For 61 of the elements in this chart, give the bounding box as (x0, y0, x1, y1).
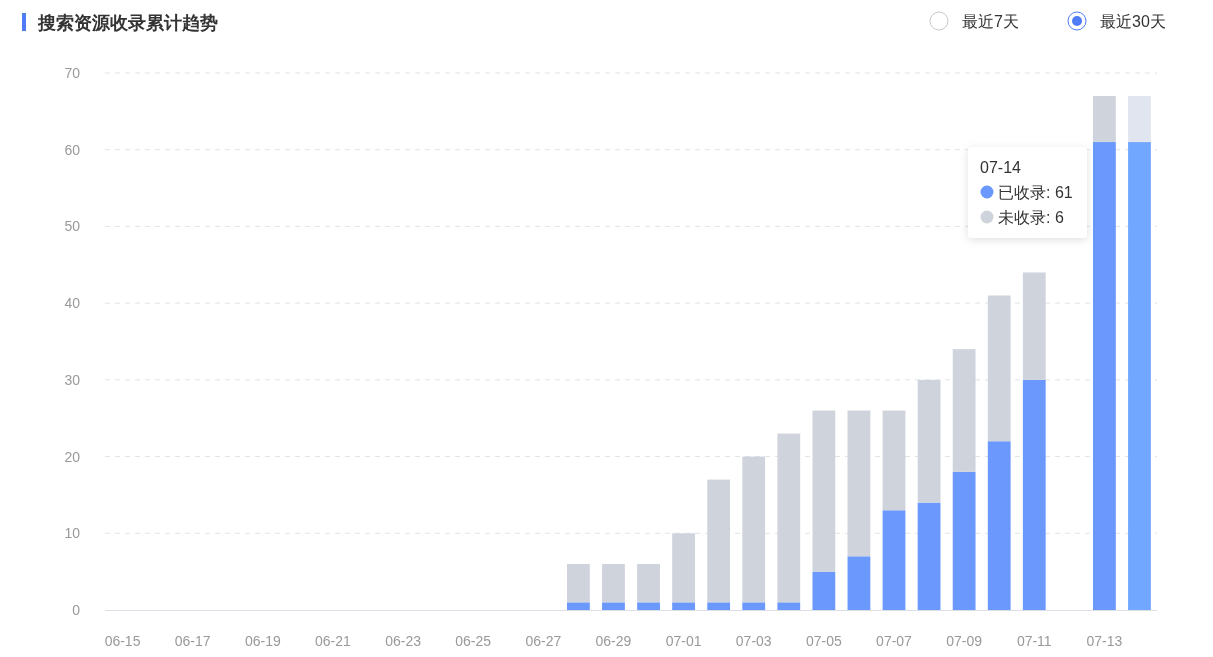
bar (1022, 379, 1046, 610)
bar (952, 471, 976, 610)
bar (567, 563, 590, 603)
x-tick-label: 07-03 (735, 633, 772, 649)
bar (672, 533, 695, 603)
x-tick-label: 06-19 (244, 633, 281, 649)
x-tick-label: 07-05 (805, 633, 842, 649)
bar (602, 602, 625, 610)
bar (742, 602, 766, 610)
annotation: 07-14 (980, 159, 1022, 176)
y-tick-label: 40 (64, 295, 81, 312)
bar (637, 563, 660, 603)
x-tick-label: 06-15 (104, 633, 141, 649)
bar (742, 456, 766, 603)
x-tick-label: 07-01 (665, 633, 702, 649)
bar (812, 571, 836, 610)
bar (917, 502, 941, 610)
annotation: 未收录: 6 (998, 209, 1064, 226)
x-tick-label: 06-23 (385, 633, 422, 649)
bar (882, 410, 906, 511)
bar (707, 479, 731, 603)
x-tick-label: 06-21 (315, 633, 352, 649)
bar (847, 556, 871, 610)
bar (952, 349, 976, 472)
bar (1093, 96, 1116, 143)
bar (1093, 142, 1116, 610)
x-tick-label: 07-13 (1086, 633, 1123, 649)
x-tick-label: 06-29 (595, 633, 632, 649)
bar (1128, 142, 1151, 610)
bar (637, 602, 660, 610)
radio-option: 最近30天 (1067, 11, 1166, 31)
y-tick-label: 0 (72, 602, 81, 618)
bar (777, 602, 801, 610)
bar (917, 379, 941, 503)
bar (987, 441, 1011, 610)
y-tick-label: 10 (64, 525, 81, 542)
y-tick-label: 70 (64, 65, 81, 81)
x-tick-label: 06-17 (174, 633, 211, 649)
bar (707, 602, 731, 610)
annotation: 已收录: 61 (998, 184, 1073, 201)
x-tick-label: 07-09 (946, 633, 983, 649)
bar (567, 602, 590, 610)
y-tick-label: 20 (64, 448, 81, 465)
x-tick-label: 07-07 (876, 633, 913, 649)
y-tick-label: 30 (64, 371, 81, 388)
bar (812, 410, 836, 572)
bar (847, 410, 871, 557)
bar (987, 295, 1011, 442)
x-tick-label: 07-11 (1016, 633, 1052, 649)
x-tick-label: 06-25 (455, 633, 492, 649)
bar (1022, 272, 1046, 380)
bar (777, 433, 801, 603)
y-tick-label: 50 (64, 218, 81, 235)
bar (1128, 96, 1151, 143)
x-tick-label: 06-27 (525, 633, 562, 649)
bar (882, 510, 906, 610)
radio-option: 最近7天 (929, 11, 1019, 31)
bar (602, 563, 625, 603)
bar (672, 602, 695, 610)
title: 搜索资源收录累计趋势 (38, 13, 218, 33)
y-tick-label: 60 (64, 141, 81, 158)
